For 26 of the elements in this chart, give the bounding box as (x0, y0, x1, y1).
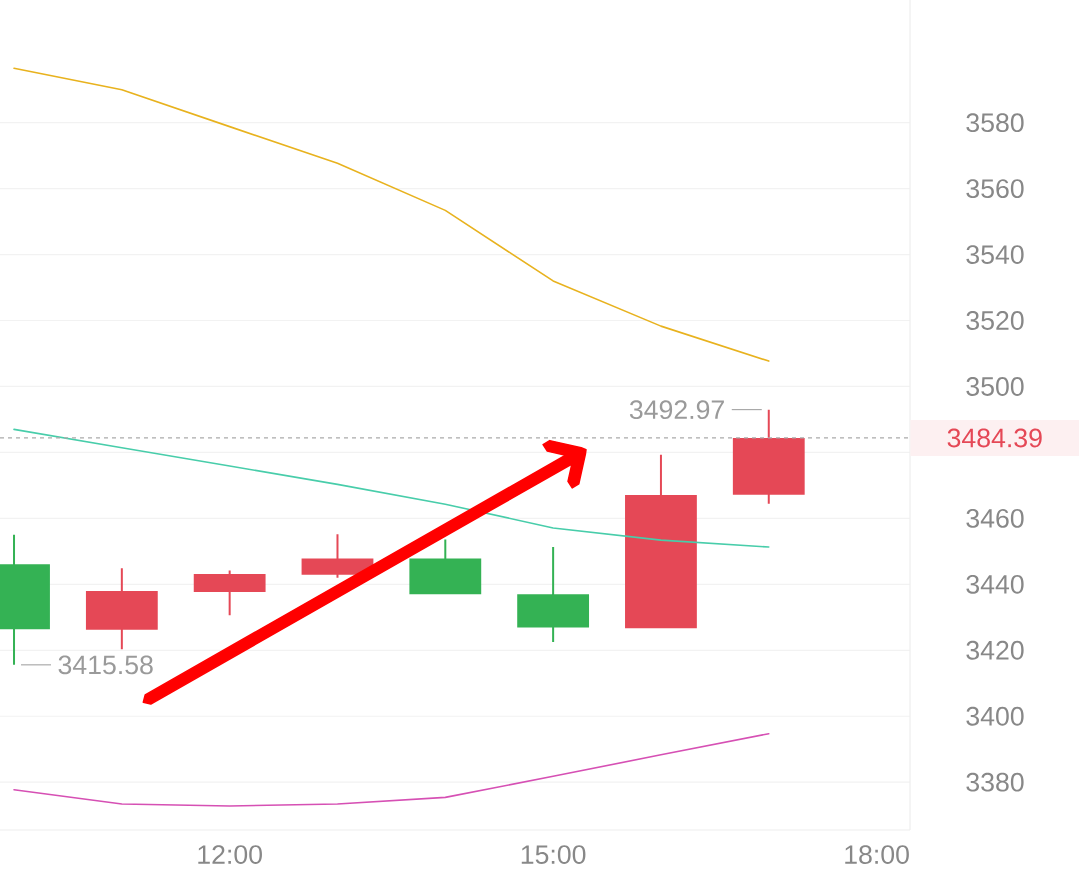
line-series (13, 732, 770, 807)
annotation: 3415.58 (58, 655, 153, 675)
candlestick (625, 454, 697, 629)
y-tick-label: 3400 (966, 706, 1024, 726)
annotation: 3492.97 (629, 400, 724, 420)
candlestick (517, 547, 590, 643)
y-tick-label: 3420 (966, 640, 1024, 660)
x-tick-label: 12:00 (198, 845, 262, 865)
y-tick-label: 3460 (966, 508, 1024, 528)
candlestick (732, 409, 805, 504)
y-tick-label: 3520 (966, 311, 1024, 330)
y-tick-label: 3380 (966, 772, 1024, 792)
candlestick (193, 570, 266, 616)
line-series (13, 428, 770, 548)
y-tick-label: 3500 (966, 377, 1024, 396)
y-tick-label: 3560 (966, 179, 1024, 199)
candlestick (301, 534, 374, 578)
x-tick-label: 18:00 (845, 845, 909, 865)
y-tick-label: 3440 (966, 574, 1024, 594)
x-tick-label: 15:00 (521, 845, 586, 865)
y-tick-label: 3540 (966, 245, 1024, 264)
candlestick (409, 539, 482, 595)
candlestick (85, 568, 158, 650)
ref-line-label: 3484.39 (947, 428, 1042, 448)
y-tick-label: 3580 (966, 113, 1024, 133)
line-series (13, 67, 770, 362)
